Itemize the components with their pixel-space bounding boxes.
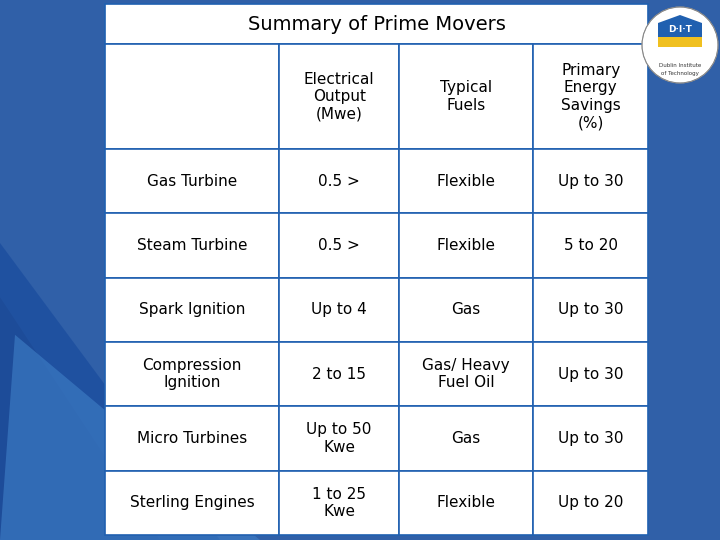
Text: Up to 30: Up to 30 <box>558 367 624 382</box>
Polygon shape <box>658 15 702 37</box>
Text: Micro Turbines: Micro Turbines <box>137 431 247 446</box>
Bar <box>279 342 399 406</box>
Bar <box>534 149 648 213</box>
Polygon shape <box>0 243 220 540</box>
Bar <box>105 44 279 149</box>
Text: Electrical
Output
(Mwe): Electrical Output (Mwe) <box>304 72 374 122</box>
Text: Steam Turbine: Steam Turbine <box>137 238 248 253</box>
Bar <box>279 471 399 535</box>
Text: Gas: Gas <box>451 302 481 318</box>
Text: Up to 30: Up to 30 <box>558 302 624 318</box>
Bar <box>399 278 534 342</box>
Bar <box>105 213 279 278</box>
Bar <box>534 406 648 471</box>
Bar <box>658 37 702 47</box>
Text: Up to 4: Up to 4 <box>311 302 367 318</box>
Text: Flexible: Flexible <box>436 174 495 188</box>
Bar <box>279 278 399 342</box>
Text: Compression
Ignition: Compression Ignition <box>143 358 242 390</box>
Text: Flexible: Flexible <box>436 238 495 253</box>
Bar <box>399 471 534 535</box>
Bar <box>534 471 648 535</box>
Bar <box>279 213 399 278</box>
Bar <box>534 213 648 278</box>
Bar <box>534 342 648 406</box>
Text: Gas: Gas <box>451 431 481 446</box>
Bar <box>279 149 399 213</box>
Bar <box>399 213 534 278</box>
Bar <box>399 406 534 471</box>
Text: Flexible: Flexible <box>436 495 495 510</box>
Text: Up to 30: Up to 30 <box>558 431 624 446</box>
Bar <box>534 278 648 342</box>
Text: 1 to 25
Kwe: 1 to 25 Kwe <box>312 487 366 519</box>
Circle shape <box>642 7 718 83</box>
Bar <box>105 149 279 213</box>
Text: Typical
Fuels: Typical Fuels <box>440 80 492 113</box>
Text: Spark Ignition: Spark Ignition <box>139 302 246 318</box>
Text: Gas Turbine: Gas Turbine <box>147 174 238 188</box>
Bar <box>105 4 648 44</box>
Bar <box>105 406 279 471</box>
Text: 2 to 15: 2 to 15 <box>312 367 366 382</box>
Bar <box>399 149 534 213</box>
Bar <box>105 278 279 342</box>
Bar <box>105 342 279 406</box>
Bar <box>279 406 399 471</box>
Text: Dublin Institute: Dublin Institute <box>659 63 701 69</box>
Text: 0.5 >: 0.5 > <box>318 174 360 188</box>
Text: Sterling Engines: Sterling Engines <box>130 495 255 510</box>
Text: Primary
Energy
Savings
(%): Primary Energy Savings (%) <box>561 63 621 130</box>
Text: 0.5 >: 0.5 > <box>318 238 360 253</box>
Bar <box>279 44 399 149</box>
Bar <box>399 44 534 149</box>
Text: Up to 20: Up to 20 <box>558 495 624 510</box>
Text: Summary of Prime Movers: Summary of Prime Movers <box>248 15 505 33</box>
Text: Gas/ Heavy
Fuel Oil: Gas/ Heavy Fuel Oil <box>423 358 510 390</box>
Bar <box>534 44 648 149</box>
Bar <box>105 471 279 535</box>
Bar <box>399 342 534 406</box>
Text: of Technology: of Technology <box>661 71 699 76</box>
Text: 5 to 20: 5 to 20 <box>564 238 618 253</box>
Polygon shape <box>0 297 160 540</box>
Text: Up to 30: Up to 30 <box>558 174 624 188</box>
Text: D·I·T: D·I·T <box>668 24 692 33</box>
Text: Up to 50
Kwe: Up to 50 Kwe <box>307 422 372 455</box>
Polygon shape <box>0 335 260 540</box>
